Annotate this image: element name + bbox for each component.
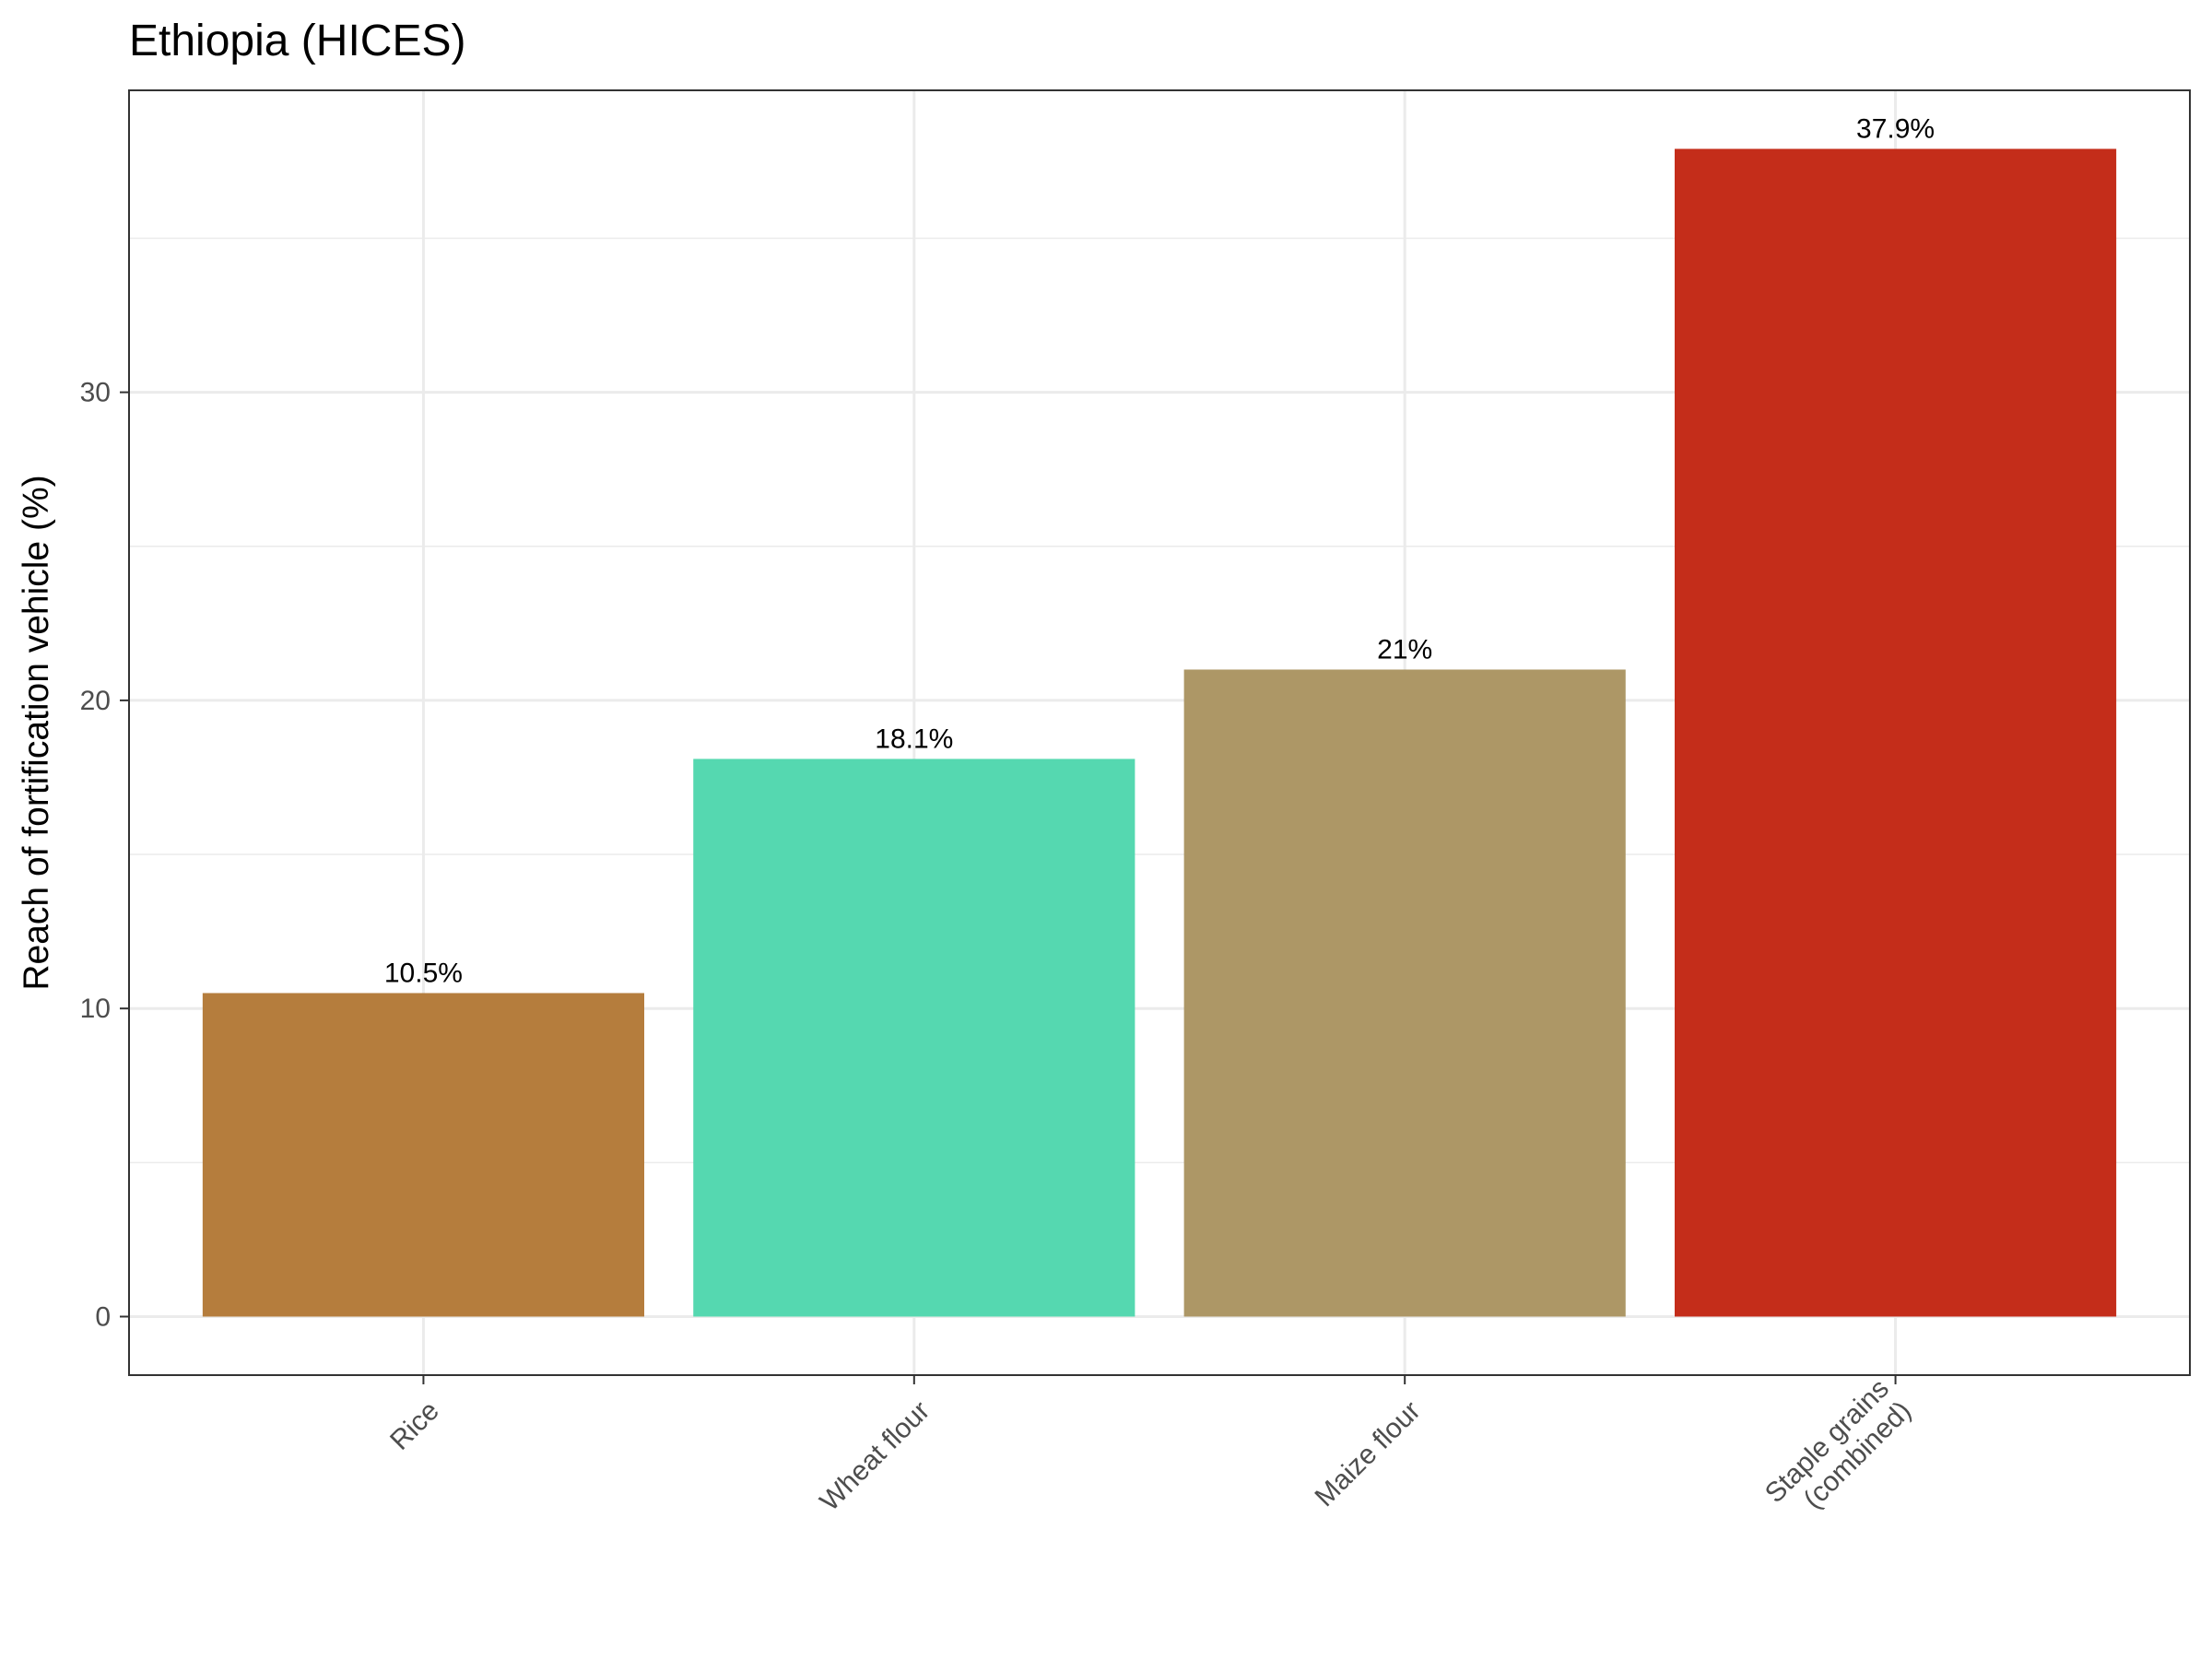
y-tick-label: 0: [95, 1301, 111, 1332]
chart-title: Ethiopia (HICES): [129, 17, 465, 65]
data-labels: 10.5% 18.1% 21% 37.9%: [384, 114, 1935, 989]
data-label: 10.5%: [384, 958, 463, 988]
x-tick-label-line: Maize flour: [1310, 1395, 1427, 1512]
bar-maize-flour: [1183, 669, 1626, 1317]
data-label: 18.1%: [875, 724, 953, 754]
y-tick-label: 30: [80, 378, 111, 408]
x-tick-label: Rice: [384, 1395, 445, 1456]
x-axis: Rice Wheat flour Maize flour Staple grains(…: [384, 1373, 1917, 1531]
y-axis: 0 10 20 30: [80, 378, 129, 1332]
x-tick-label: Staple grains(combined): [1759, 1373, 1917, 1531]
x-tick-label-line: Rice: [384, 1395, 445, 1456]
data-label: 21%: [1377, 634, 1432, 665]
x-tick-label-line: Wheat flour: [814, 1395, 935, 1517]
bars: [202, 148, 2117, 1317]
plot-panel-border: [128, 89, 2191, 1376]
bar-wheat-flour: [693, 759, 1135, 1317]
bar-rice: [202, 993, 644, 1317]
x-tick-label: Wheat flour: [814, 1395, 935, 1517]
data-label: 37.9%: [1856, 114, 1935, 145]
x-tick-label: Maize flour: [1310, 1395, 1427, 1512]
y-axis-title: Reach of fortification vehicle (%): [17, 475, 56, 990]
y-tick-label: 20: [80, 686, 111, 716]
y-tick-label: 10: [80, 994, 111, 1024]
bar-staple-grains-combined: [1675, 148, 2117, 1317]
